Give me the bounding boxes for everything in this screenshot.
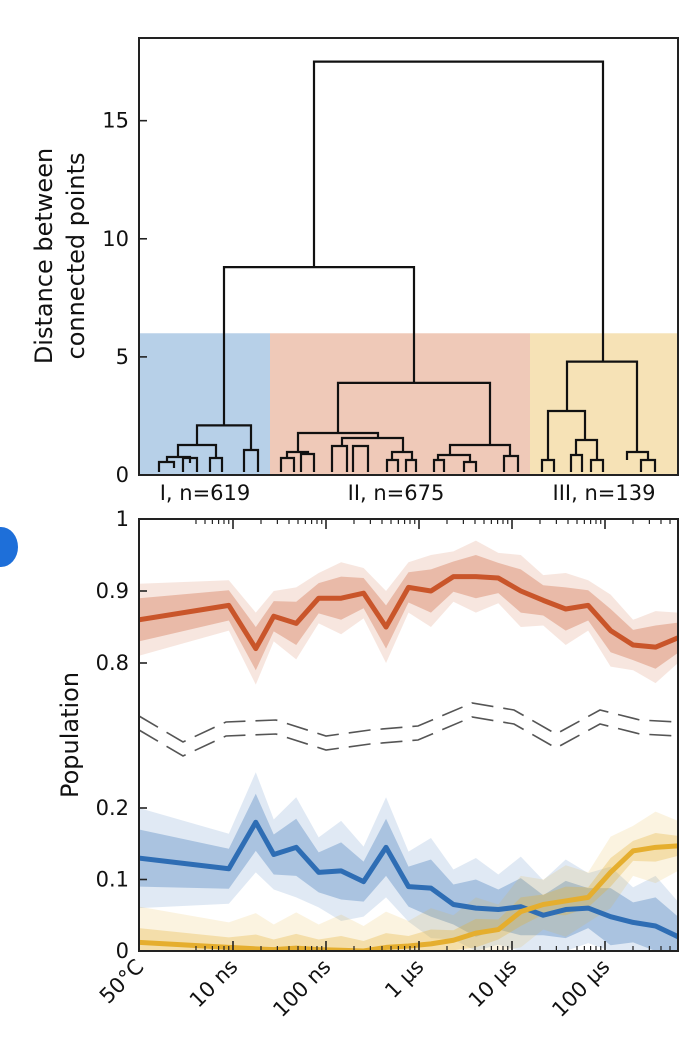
dendrogram-link xyxy=(436,453,472,462)
series-blue-inner-band xyxy=(139,793,678,951)
axis-break-line-1 xyxy=(138,702,679,743)
population-xtick-label: 100 ns xyxy=(268,955,335,1022)
dendrogram-merge-root xyxy=(312,60,605,362)
population-ytick-label: 0 xyxy=(116,939,129,963)
cluster-label-I: I, n=619 xyxy=(160,481,251,505)
population-panel: 00.10.20.80.91 50°C 10 ns 100 ns 1 µs 10 µs 1… xyxy=(56,507,679,1022)
series-orange-outer-band xyxy=(139,540,678,685)
dendrogram-link xyxy=(330,444,349,472)
dendrogram-link xyxy=(565,360,639,452)
population-ytick-label: 0.8 xyxy=(96,651,129,675)
dendrogram-panel: 0 5 10 15 Distance between connected points… xyxy=(30,37,679,505)
population-y-ticks: 0 0.1 0.2 0.8 0.9 1 xyxy=(96,507,147,963)
dendrogram-link xyxy=(546,409,587,460)
cluster-band-I xyxy=(139,333,270,475)
dendrogram-link xyxy=(299,452,316,472)
dendrogram-link xyxy=(540,458,556,472)
dendrogram-link xyxy=(336,381,492,445)
dendrogram-link xyxy=(625,450,650,460)
dendrogram-link xyxy=(157,460,176,472)
dendrogram-link xyxy=(589,458,605,472)
dendrogram-merge-I-II xyxy=(222,266,416,426)
dendrogram-ylabel-line2: connected points xyxy=(62,152,90,359)
cluster-label-II: II, n=675 xyxy=(348,481,445,505)
population-ytick-label: 0.9 xyxy=(96,579,129,603)
population-ytick-label: 0.2 xyxy=(96,796,129,820)
dendrogram-link xyxy=(639,458,657,472)
series-orange-line xyxy=(139,574,678,652)
dendrogram-link xyxy=(574,438,599,460)
population-frame xyxy=(138,518,679,952)
dendrogram-link xyxy=(208,456,224,472)
dendrogram-frame xyxy=(138,37,679,476)
dendrogram-link xyxy=(569,453,584,472)
dendrogram-ytick-label: 10 xyxy=(102,227,129,251)
series-orange-inner-band xyxy=(139,555,678,671)
panel-marker-dot xyxy=(0,527,18,567)
dendrogram-link xyxy=(181,456,199,472)
dendrogram-link xyxy=(165,455,192,463)
dendrogram-link xyxy=(296,431,380,452)
dendrogram-link xyxy=(448,443,512,456)
series-blue-line xyxy=(139,819,678,939)
dendrogram-link xyxy=(385,458,400,472)
axis-break-dashes xyxy=(138,702,679,757)
dendrogram-ylabel-line1: Distance between xyxy=(30,148,58,364)
population-xtick-label: 10 µs xyxy=(464,955,522,1013)
dendrogram-link xyxy=(404,458,418,472)
population-xtick-label: 10 ns xyxy=(185,955,243,1013)
population-series-lines xyxy=(139,574,678,951)
dendrogram-link xyxy=(195,424,253,450)
dendrogram-ytick-label: 5 xyxy=(116,345,129,369)
population-ylabel: Population xyxy=(56,672,84,798)
dendrogram-link xyxy=(340,436,405,452)
dendrogram-ytick-label: 15 xyxy=(102,109,129,133)
dendrogram-y-ticks: 0 5 10 15 xyxy=(102,109,147,487)
dendrogram-link xyxy=(279,456,296,472)
dendrogram-link xyxy=(351,444,370,472)
dendrogram-link xyxy=(502,454,520,472)
population-xtick-label: 100 µs xyxy=(547,955,614,1022)
dendrogram-link xyxy=(390,450,414,460)
dendrogram-ytick-label: 0 xyxy=(116,463,129,487)
cluster-label-III: III, n=139 xyxy=(553,481,656,505)
dendrogram-link xyxy=(176,443,218,458)
series-yellow-inner-band xyxy=(139,833,678,951)
population-xtick-label: 1 µs xyxy=(380,955,428,1003)
dendrogram-link xyxy=(242,448,260,472)
population-ytick-label: 1 xyxy=(116,507,129,531)
population-ytick-label: 0.1 xyxy=(96,868,129,892)
axis-break-line-2 xyxy=(138,716,679,757)
dendrogram-link xyxy=(432,458,446,472)
dendrogram-link xyxy=(462,460,478,472)
series-yellow-line xyxy=(139,843,678,951)
dendrogram-links xyxy=(157,60,657,472)
